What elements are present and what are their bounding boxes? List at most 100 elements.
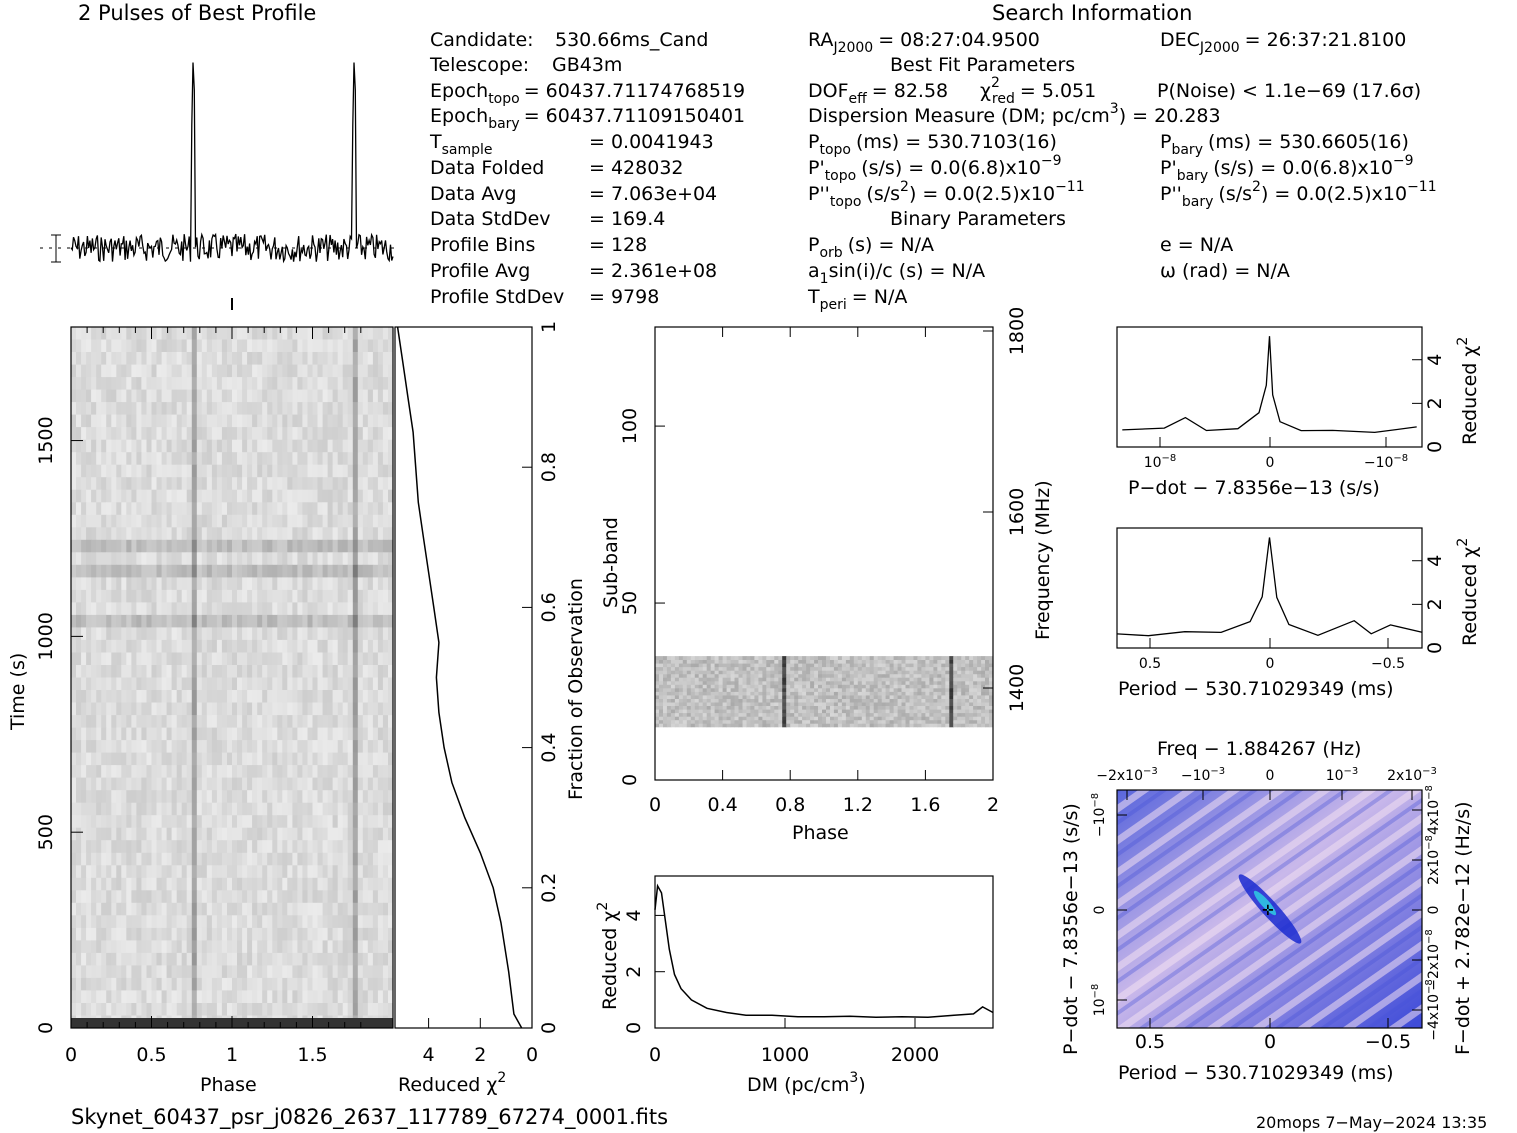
- time-phase-cell: [292, 564, 298, 578]
- time-phase-cell: [101, 690, 107, 703]
- time-phase-cell: [136, 865, 142, 879]
- time-phase-cell: [156, 327, 162, 340]
- time-phase-cell: [312, 777, 318, 791]
- time-phase-cell: [166, 1003, 173, 1016]
- time-phase-cell: [242, 902, 248, 916]
- time-phase-cell: [211, 489, 218, 503]
- time-phase-cell: [257, 990, 263, 1004]
- time-phase-cell: [81, 514, 87, 528]
- subband-cell: [826, 702, 831, 706]
- subband-cell: [873, 698, 879, 703]
- time-phase-cell: [232, 502, 238, 516]
- time-phase-cell: [201, 802, 208, 816]
- subband-cell: [790, 705, 795, 710]
- time-phase-cell: [272, 652, 278, 666]
- time-phase-cell: [181, 539, 188, 553]
- time-phase-cell: [116, 765, 122, 779]
- subband-cell: [901, 709, 906, 714]
- time-phase-cell: [141, 577, 147, 591]
- time-phase-cell: [382, 602, 389, 616]
- subband-cell: [670, 712, 676, 717]
- subband-cell: [965, 684, 970, 689]
- time-phase-cell: [362, 665, 369, 678]
- time-phase-cell: [388, 777, 394, 791]
- time-phase-cell: [216, 677, 223, 691]
- time-phase-cell: [166, 339, 173, 353]
- time-phase-cell: [211, 965, 218, 979]
- subband-cell: [961, 684, 966, 689]
- subband-cell: [702, 677, 708, 682]
- subband-cell: [798, 705, 803, 710]
- time-phase-cell: [282, 702, 288, 716]
- time-phase-cell: [242, 502, 248, 516]
- subband-cell: [818, 673, 823, 678]
- time-phase-cell: [116, 990, 122, 1004]
- time-phase-cell: [216, 865, 223, 879]
- subband-cell: [873, 705, 879, 710]
- time-phase-cell: [267, 727, 273, 741]
- time-phase-cell: [121, 977, 127, 991]
- time-phase-cell: [126, 552, 132, 566]
- time-phase-cell: [221, 865, 228, 879]
- time-phase-cell: [232, 677, 238, 691]
- time-phase-cell: [277, 777, 283, 791]
- time-phase-cell: [121, 790, 127, 804]
- time-phase-cell: [191, 539, 198, 553]
- time-phase-cell: [196, 940, 203, 954]
- time-phase-cell: [292, 727, 298, 741]
- time-phase-cell: [247, 427, 253, 441]
- subband-cell: [782, 723, 787, 728]
- subband-cell: [810, 673, 815, 678]
- subband-cell: [849, 673, 855, 678]
- time-phase-cell: [151, 502, 157, 516]
- time-phase-cell: [297, 840, 303, 854]
- time-phase-cell: [181, 727, 188, 741]
- time-phase-cell: [317, 514, 323, 528]
- time-phase-cell: [101, 777, 107, 791]
- subband-cell: [941, 698, 946, 703]
- subband-cell: [893, 719, 898, 724]
- time-phase-cell: [332, 364, 339, 378]
- time-phase-cell: [337, 389, 344, 403]
- time-phase-cell: [227, 439, 233, 453]
- time-phase-cell: [307, 402, 313, 416]
- time-phase-cell: [141, 777, 147, 791]
- time-phase-cell: [211, 715, 218, 729]
- subband-cell: [670, 702, 676, 706]
- subband-cell: [849, 702, 855, 706]
- time-phase-cell: [292, 865, 298, 879]
- time-phase-cell: [317, 464, 323, 478]
- time-phase-cell: [267, 527, 273, 541]
- time-phase-cell: [352, 602, 359, 616]
- time-phase-cell: [317, 965, 323, 979]
- time-phase-cell: [262, 502, 268, 516]
- time-phase-cell: [357, 990, 364, 1004]
- time-phase-cell: [76, 502, 82, 516]
- subband-cell: [989, 684, 994, 689]
- time-phase-cell: [121, 690, 127, 703]
- time-phase-cell: [201, 702, 208, 716]
- time-phase-cell: [81, 665, 87, 678]
- time-phase-cell: [262, 877, 268, 891]
- subband-cell: [666, 702, 672, 706]
- subband-cell: [706, 716, 712, 721]
- time-phase-cell: [111, 740, 117, 754]
- time-phase-cell: [131, 389, 137, 403]
- time-phase-cell: [151, 602, 157, 616]
- time-phase-cell: [292, 690, 298, 703]
- time-phase-cell: [388, 977, 394, 991]
- time-phase-cell: [367, 677, 374, 691]
- time-phase-cell: [247, 665, 253, 678]
- subband-cell: [845, 695, 851, 699]
- pddtopo-rest: ) = 0.0(2.5)x10: [909, 183, 1055, 205]
- time-phase-cell: [342, 502, 349, 516]
- time-phase-cell: [176, 364, 183, 378]
- subband-cell: [897, 695, 902, 699]
- time-phase-cell: [232, 827, 238, 841]
- time-phase-cell: [352, 577, 359, 591]
- subband-cell: [818, 691, 823, 696]
- subband-cell: [734, 677, 739, 682]
- subband-cell: [746, 716, 751, 721]
- subband-cell: [830, 723, 835, 728]
- time-phase-cell: [156, 414, 162, 428]
